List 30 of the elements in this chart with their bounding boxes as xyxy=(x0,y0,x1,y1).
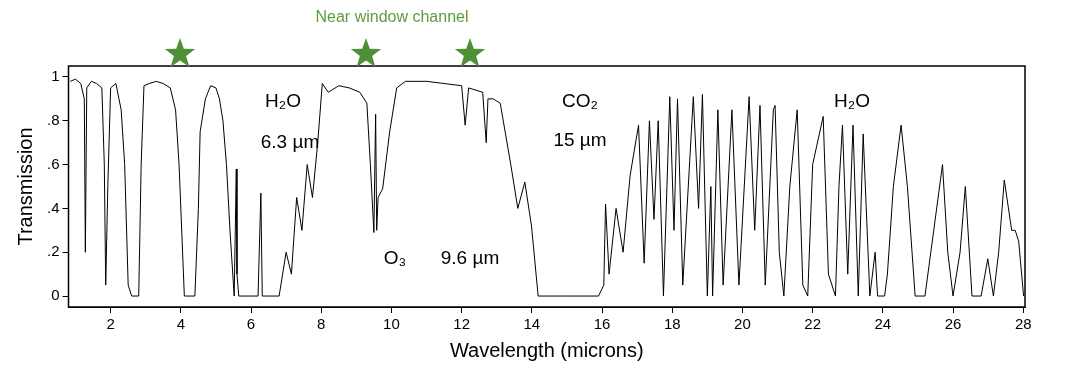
y-tick-label: .4 xyxy=(46,198,60,216)
annotation: O₃ xyxy=(383,247,407,269)
y-tick-label: 1 xyxy=(51,67,60,85)
annotation: H₂O xyxy=(265,90,301,112)
annotation: 9.6 µm xyxy=(440,247,500,269)
annotation: 6.3 µm xyxy=(260,131,320,153)
x-tick-label: 12 xyxy=(453,315,470,333)
y-axis-title: Transmission xyxy=(13,127,36,246)
y-tick-label: .6 xyxy=(46,154,60,172)
x-tick-label: 8 xyxy=(317,315,326,333)
annotation: H₂O xyxy=(834,90,870,112)
y-tick-label: .2 xyxy=(46,242,60,260)
x-tick-label: 2 xyxy=(106,315,115,333)
x-tick-label: 28 xyxy=(1014,315,1032,333)
x-axis-title: Wavelength (microns) xyxy=(449,338,644,361)
x-tick-label: 6 xyxy=(246,315,256,333)
x-tick-label: 18 xyxy=(663,315,681,333)
x-tick-label: 4 xyxy=(176,315,185,333)
y-tick-label: .8 xyxy=(46,110,60,128)
x-tick-label: 24 xyxy=(874,315,892,333)
x-tick-label: 16 xyxy=(593,315,611,333)
x-tick-label: 22 xyxy=(804,315,821,333)
x-tick-label: 10 xyxy=(383,315,400,333)
annotation: CO₂ xyxy=(562,90,598,112)
x-tick-label: 14 xyxy=(523,315,541,333)
x-tick-label: 26 xyxy=(944,315,962,333)
annotation: 15 µm xyxy=(553,129,607,151)
y-tick-label: 0 xyxy=(51,286,60,304)
x-tick-label: 20 xyxy=(734,315,751,333)
text: Near window channel xyxy=(315,8,469,26)
